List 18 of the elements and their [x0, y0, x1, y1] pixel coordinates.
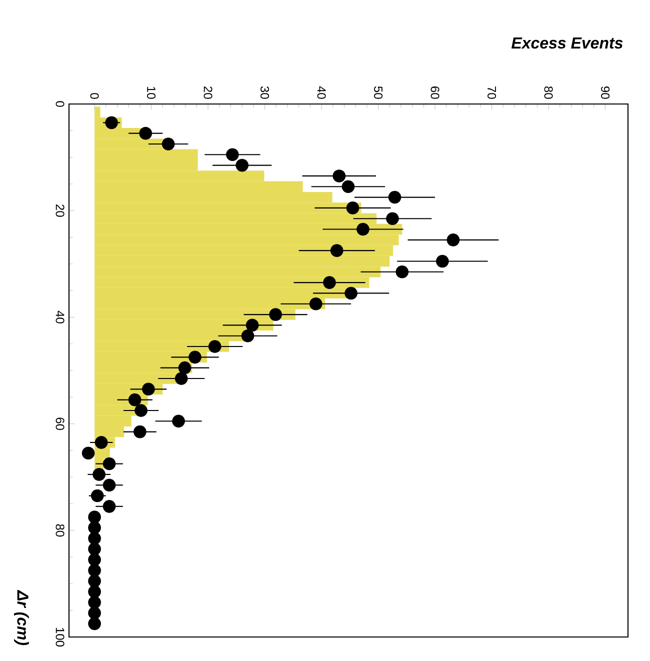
y-tick-label: 0 [56, 101, 64, 107]
y-tick-label: 60 [56, 418, 64, 430]
y-tick-label: 40 [56, 310, 64, 324]
x-tick-label: 80 [544, 86, 553, 99]
x-tick-label: 40 [317, 86, 326, 99]
y-tick-label: 20 [56, 204, 64, 217]
x-tick-label: 10 [147, 86, 156, 99]
y-tick-label: 100 [56, 628, 64, 647]
y-axis-title: Δr (cm) [14, 590, 29, 646]
x-tick-label: 0 [90, 93, 99, 99]
y-tick-label: 80 [56, 524, 64, 537]
x-tick-label: 30 [260, 86, 270, 99]
x-tick-label: 50 [374, 86, 383, 99]
x-tick-label: 70 [488, 86, 496, 99]
x-tick-label: 20 [204, 86, 212, 99]
x-axis-title: Excess Events [511, 37, 623, 49]
x-tick-label: 60 [430, 86, 440, 99]
x-tick-label: 90 [601, 86, 610, 99]
